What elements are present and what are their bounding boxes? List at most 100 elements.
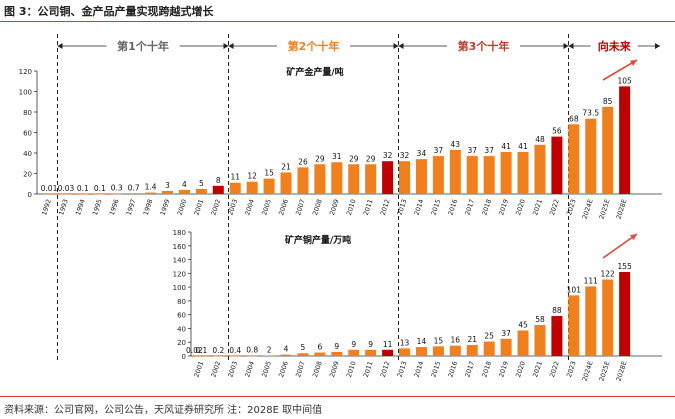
gold-x-tick-label: 2014 <box>413 198 426 216</box>
copper-bar-2007 <box>297 353 309 356</box>
copper-value-label: 25 <box>484 332 494 341</box>
copper-value-label: 122 <box>601 270 616 279</box>
gold-value-label: 5 <box>199 179 204 188</box>
gold-x-tick-label: 2021 <box>531 198 544 216</box>
gold-x-tick-label: 2022 <box>548 198 561 216</box>
gold-y-tick-label: 40 <box>23 150 32 158</box>
gold-bar-2024E <box>585 118 597 194</box>
title-rule <box>0 21 675 22</box>
gold-x-tick-label: 2009 <box>328 198 341 216</box>
gold-value-label: 41 <box>518 142 528 151</box>
gold-value-label: 11 <box>230 173 240 182</box>
copper-value-label: 45 <box>518 321 528 330</box>
period-label-3: 向未来 <box>598 39 632 53</box>
gold-bar-2006 <box>280 172 292 194</box>
gold-x-tick-label: 2003 <box>226 198 239 216</box>
gold-value-label: 3 <box>165 181 170 190</box>
copper-value-label: 0.2 <box>212 346 224 355</box>
gold-x-tick-label: 2011 <box>362 198 375 216</box>
copper-bar-2003 <box>229 355 241 357</box>
gold-value-label: 73.5 <box>582 109 599 118</box>
copper-x-tick-label: 2019 <box>497 360 510 378</box>
gold-value-label: 37 <box>434 146 444 155</box>
gold-x-tick-label: 2005 <box>260 198 273 216</box>
copper-value-label: 2 <box>267 345 272 354</box>
gold-value-label: 21 <box>281 162 291 171</box>
gold-bar-1992 <box>43 193 55 195</box>
copper-bar-2012 <box>382 349 394 356</box>
gold-bar-2011 <box>365 164 377 194</box>
copper-value-label: 0.8 <box>246 346 258 355</box>
gold-x-tick-label: 2001 <box>193 198 206 216</box>
copper-title: 矿产铜产量/万吨 <box>285 234 351 246</box>
figure-title: 图 3：公司铜、金产品产量实现跨越式增长 <box>4 5 214 18</box>
gold-value-label: 26 <box>298 157 308 166</box>
gold-x-tick-label: 2007 <box>294 198 307 216</box>
gold-x-tick-label: 1994 <box>74 198 87 216</box>
copper-bar-2010 <box>348 349 360 356</box>
copper-value-label: 111 <box>584 276 599 285</box>
gold-bar-2001 <box>195 188 207 194</box>
gold-y-tick-label: 0 <box>28 191 32 199</box>
copper-x-tick-label: 2006 <box>277 360 290 378</box>
gold-value-label: 85 <box>603 97 613 106</box>
gold-bar-2010 <box>348 164 360 194</box>
gold-value-label: 4 <box>182 180 187 189</box>
copper-value-label: 101 <box>567 285 582 294</box>
gold-bar-2015 <box>432 156 444 194</box>
gold-bar-1994 <box>77 193 89 195</box>
gold-value-label: 29 <box>315 154 325 163</box>
gold-x-tick-label: 2025E <box>598 198 612 220</box>
copper-value-label: 14 <box>417 337 427 346</box>
copper-x-tick-label: 2017 <box>463 360 476 378</box>
gold-bar-2002 <box>212 185 224 194</box>
copper-growth-arrow-shaft <box>602 233 638 259</box>
gold-value-label: 12 <box>247 172 257 181</box>
gold-x-tick-label: 2013 <box>396 198 409 216</box>
copper-bar-2028E <box>619 271 631 356</box>
copper-bar-2008 <box>314 352 326 356</box>
gold-x-tick-label: 1997 <box>125 198 138 216</box>
gold-title: 矿产金产量/吨 <box>286 66 343 78</box>
copper-y-tick-label: 80 <box>177 298 186 306</box>
copper-x-tick-label: 2003 <box>226 360 239 378</box>
copper-x-tick-label: 2007 <box>294 360 307 378</box>
gold-x-tick-label: 1992 <box>40 198 53 216</box>
copper-x-tick-label: 2021 <box>531 360 544 378</box>
copper-x-tick-label: 2001 <box>193 360 206 378</box>
copper-bar-2018 <box>483 341 495 356</box>
gold-x-tick-label: 2016 <box>447 198 460 216</box>
gold-x-tick-label: 2015 <box>430 198 443 216</box>
period-arrow-left-1 <box>228 43 234 49</box>
gold-bar-2009 <box>331 162 343 194</box>
copper-value-label: 9 <box>334 342 339 351</box>
gold-bar-2007 <box>297 167 309 194</box>
period-label-2: 第3个十年 <box>458 39 510 53</box>
copper-y-tick-label: 100 <box>173 284 186 292</box>
copper-bar-2024E <box>585 286 597 356</box>
copper-bar-2009 <box>331 351 343 356</box>
gold-bar-2028E <box>619 86 631 194</box>
copper-bar-2021 <box>534 325 546 356</box>
gold-value-label: 43 <box>451 140 461 149</box>
copper-x-tick-label: 2025E <box>598 360 612 382</box>
gold-bar-2023 <box>568 124 580 194</box>
gold-bar-2004 <box>246 181 258 194</box>
gold-value-label: 29 <box>349 154 359 163</box>
gold-value-label: 8 <box>216 176 221 185</box>
gold-y-tick-label: 20 <box>23 171 32 179</box>
copper-bar-2020 <box>517 330 529 356</box>
copper-bar-2025E <box>602 279 614 356</box>
gold-x-tick-label: 2017 <box>463 198 476 216</box>
copper-value-label: 0.02 <box>186 346 203 355</box>
gold-bar-2022 <box>551 136 563 194</box>
gold-y-tick-label: 120 <box>19 68 32 76</box>
copper-value-label: 9 <box>368 340 373 349</box>
period-label-1: 第2个十年 <box>288 39 340 53</box>
gold-bar-2000 <box>178 189 190 194</box>
copper-bar-2005 <box>263 355 275 357</box>
copper-bar-2015 <box>432 346 444 356</box>
copper-y-tick-label: 40 <box>177 325 186 333</box>
copper-x-tick-label: 2024E <box>581 360 595 382</box>
